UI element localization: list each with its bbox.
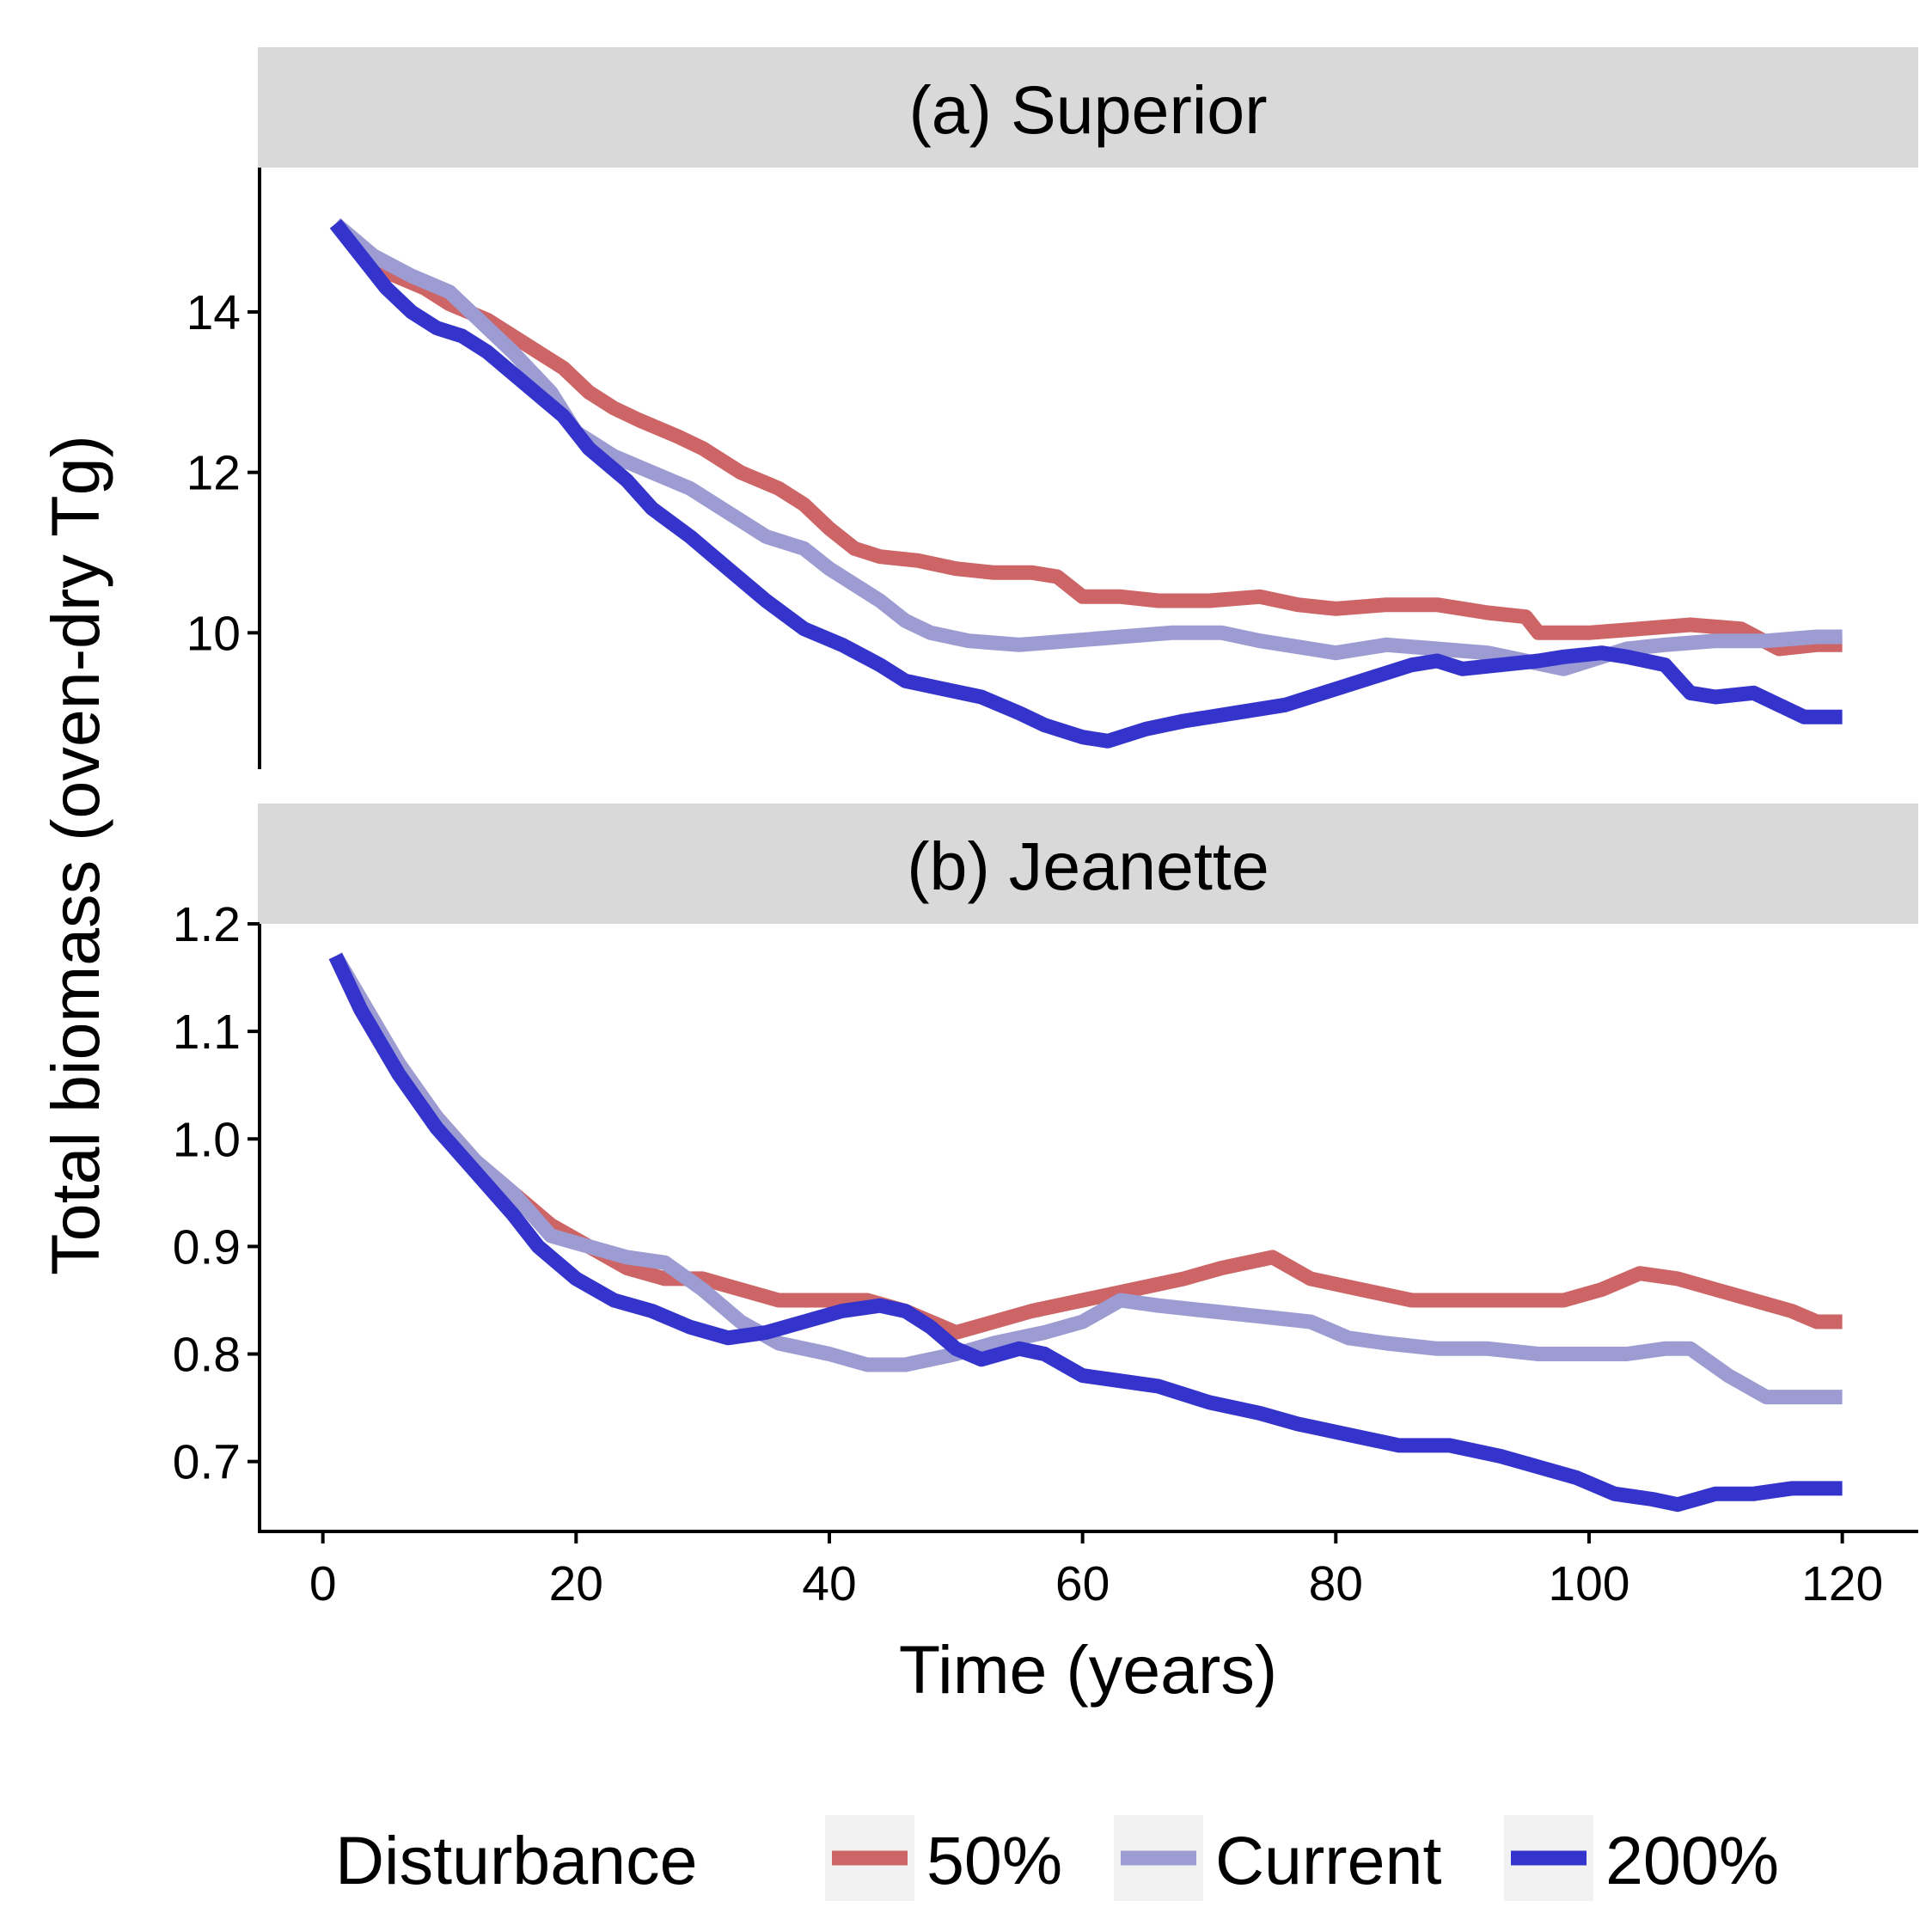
y-tick-label: 0.9 — [173, 1219, 241, 1274]
strip-title-superior: (a) Superior — [908, 71, 1267, 148]
y-tick-label: 1.2 — [173, 897, 241, 952]
strip-superior — [258, 47, 1918, 168]
legend: Disturbance 50% Current 200% — [335, 1815, 1779, 1901]
y-ticks-jeanette: 0.7 0.8 0.9 1.0 1.1 1.2 — [173, 897, 260, 1490]
panel-superior: (a) Superior 10 12 14 — [186, 47, 1918, 769]
legend-label-200-percent: 200% — [1605, 1822, 1779, 1898]
y-tick-label: 12 — [186, 446, 241, 501]
y-axis-title: Total biomass (oven-dry Tg) — [37, 435, 113, 1275]
x-tick-label: 80 — [1309, 1556, 1363, 1611]
y-tick-label: 14 — [186, 285, 241, 340]
x-tick-label: 60 — [1055, 1556, 1110, 1611]
y-tick-label: 1.1 — [173, 1005, 241, 1060]
panel-jeanette: (b) Jeanette 0.7 0.8 0.9 1.0 1.1 1.2 0 20 40 60 8… — [173, 804, 1918, 1611]
series-line-200-percent — [328, 952, 1843, 1513]
legend-label-50-percent: 50% — [926, 1822, 1062, 1898]
y-tick-label: 10 — [186, 606, 241, 661]
y-tick-label: 0.8 — [173, 1328, 241, 1383]
series-line-current — [329, 952, 1843, 1405]
legend-title: Disturbance — [335, 1822, 698, 1898]
x-tick-label: 20 — [549, 1556, 603, 1611]
x-tick-label: 120 — [1801, 1556, 1883, 1611]
y-tick-label: 0.7 — [173, 1435, 241, 1490]
series-line-50-percent — [328, 952, 1843, 1340]
plot-area-jeanette — [328, 952, 1843, 1513]
series-line-50-percent — [330, 218, 1843, 657]
plot-area-superior — [329, 217, 1843, 749]
y-ticks-superior: 10 12 14 — [186, 285, 260, 661]
x-tick-label: 40 — [802, 1556, 856, 1611]
x-axis-title: Time (years) — [899, 1631, 1277, 1708]
y-tick-label: 1.0 — [173, 1112, 241, 1167]
strip-title-jeanette: (b) Jeanette — [907, 828, 1269, 904]
x-tick-label: 100 — [1548, 1556, 1629, 1611]
strip-jeanette — [258, 804, 1918, 924]
x-ticks: 0 20 40 60 80 100 120 — [309, 1531, 1883, 1611]
legend-label-current: Current — [1215, 1822, 1441, 1898]
x-tick-label: 0 — [309, 1556, 337, 1611]
series-line-200-percent — [329, 219, 1843, 749]
